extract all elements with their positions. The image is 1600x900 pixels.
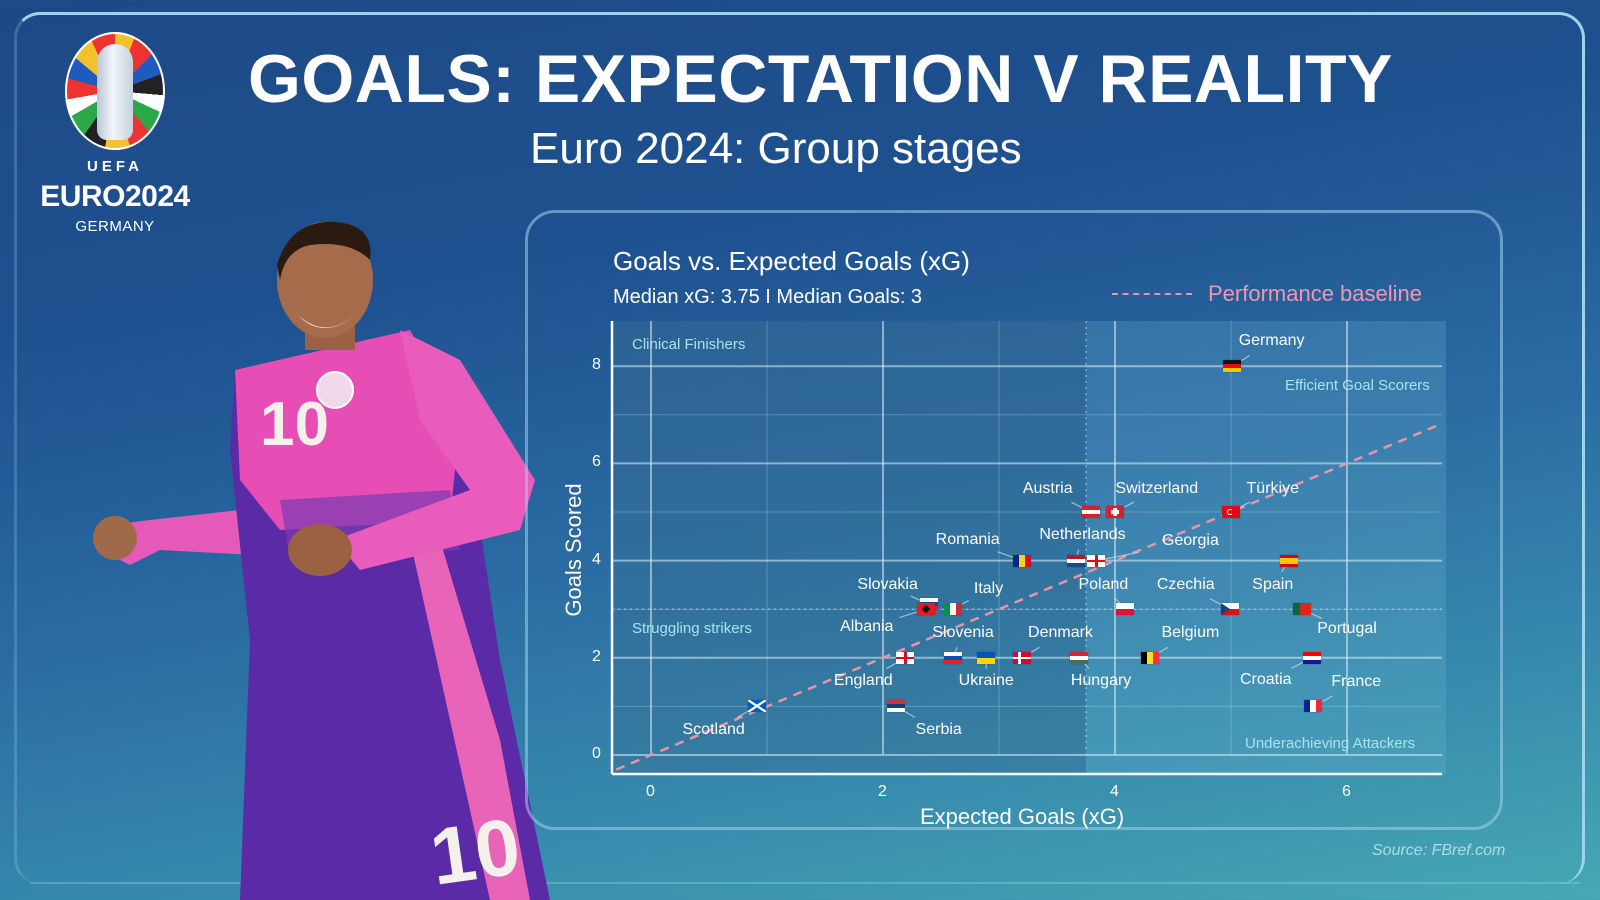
chart-title: Goals vs. Expected Goals (xG)	[613, 246, 970, 276]
quadrant-label-efficient-goal-scorers: Efficient Goal Scorers	[1285, 377, 1430, 394]
trophy-icon	[97, 44, 133, 140]
team-label: Albania	[840, 617, 894, 635]
flag-fr-icon[interactable]	[1304, 700, 1323, 713]
flag-pt-icon[interactable]	[1292, 603, 1311, 616]
flag-hu-icon[interactable]	[1070, 651, 1089, 664]
x-tick-label: 6	[1342, 783, 1351, 800]
team-label: Georgia	[1161, 532, 1219, 550]
y-tick-label: 8	[592, 356, 601, 374]
flag-it-icon[interactable]	[943, 603, 962, 616]
plot-svg	[610, 321, 1446, 776]
chart-subtitle: Median xG: 3.75 I Median Goals: 3	[613, 286, 923, 308]
y-axis-label: Goals Scored	[561, 483, 586, 617]
flag-en-icon[interactable]	[896, 651, 915, 664]
flag-tr-icon[interactable]	[1222, 506, 1240, 518]
svg-text:10: 10	[425, 801, 526, 900]
team-label: Serbia	[915, 720, 962, 738]
flag-dk-icon[interactable]	[1013, 651, 1032, 664]
flag-be-icon[interactable]	[1140, 651, 1159, 664]
page-title: GOALS: EXPECTATION V REALITY	[248, 41, 1393, 117]
team-label: Germany	[1238, 331, 1305, 349]
flag-ch-icon[interactable]	[1106, 506, 1124, 518]
team-label: Netherlands	[1039, 526, 1126, 544]
footballer-illustration-icon: 10 10	[93, 221, 550, 900]
team-label: France	[1331, 673, 1382, 691]
euro2024-logo: UEFA EURO2024 GERMANY	[30, 30, 200, 240]
y-tick-label: 0	[592, 745, 601, 762]
team-label: Austria	[1022, 480, 1073, 498]
quadrant-label-struggling-strikers: Struggling strikers	[632, 620, 753, 637]
team-label: Scotland	[682, 720, 745, 738]
chart-legend: Performance baseline	[1112, 281, 1422, 307]
team-label: Türkiye	[1246, 480, 1299, 498]
x-tick-label: 4	[1110, 783, 1119, 800]
x-tick-label: 0	[646, 783, 655, 800]
x-axis-label: Expected Goals (xG)	[920, 804, 1125, 829]
quadrant-label-underachieving-attackers: Underachieving Attackers	[1245, 735, 1416, 752]
team-label: Hungary	[1070, 672, 1132, 690]
quadrant-label-clinical-finishers: Clinical Finishers	[632, 336, 746, 353]
source-note: Source: FBref.com	[1372, 842, 1506, 859]
flag-cz-icon[interactable]	[1220, 603, 1239, 616]
flag-ua-icon[interactable]	[977, 651, 996, 664]
flag-ge-icon[interactable]	[1087, 554, 1106, 567]
flag-es-icon[interactable]	[1280, 554, 1298, 567]
y-tick-label: 2	[592, 647, 601, 665]
flag-nl-icon[interactable]	[1066, 554, 1085, 567]
flag-si-icon[interactable]	[943, 651, 962, 664]
flag-ro-icon[interactable]	[1013, 554, 1032, 567]
svg-text:10: 10	[260, 390, 329, 459]
flag-sco-icon[interactable]	[747, 700, 766, 713]
team-label: Ukraine	[958, 672, 1014, 690]
team-label: Italy	[973, 579, 1004, 597]
y-tick-label: 6	[592, 453, 601, 471]
page-subtitle: Euro 2024: Group stages	[530, 124, 1022, 173]
team-label: Slovakia	[857, 575, 918, 593]
player-photo: 10 10	[80, 220, 560, 900]
flag-rs-icon[interactable]	[886, 700, 905, 713]
team-label: England	[833, 672, 893, 690]
flag-de-icon[interactable]	[1223, 360, 1242, 373]
team-label: Belgium	[1161, 624, 1220, 642]
chart-panel	[525, 210, 1503, 830]
logo-country: GERMANY	[75, 218, 155, 235]
flag-pl-icon[interactable]	[1116, 603, 1135, 616]
team-label: Czechia	[1156, 575, 1215, 593]
logo-uefa-text: UEFA	[86, 158, 143, 175]
x-tick-label: 2	[878, 783, 887, 800]
team-label: Spain	[1252, 575, 1294, 593]
team-label: Switzerland	[1115, 480, 1199, 498]
flag-at-icon[interactable]	[1081, 506, 1100, 518]
outer-frame-bottom-edge	[30, 882, 1580, 884]
legend-label: Performance baseline	[1208, 281, 1423, 306]
team-label: Portugal	[1317, 620, 1377, 638]
team-label: Romania	[935, 531, 1000, 549]
y-tick-label: 4	[592, 550, 601, 568]
team-label: Denmark	[1028, 624, 1093, 642]
logo-wordmark: EURO2024	[40, 180, 190, 213]
dashed-line-icon	[1112, 293, 1192, 295]
flag-al-icon[interactable]	[916, 603, 935, 616]
team-label: Slovenia	[932, 624, 994, 642]
outer-frame	[14, 12, 1585, 884]
team-label: Croatia	[1240, 671, 1292, 689]
team-label: Poland	[1078, 575, 1129, 593]
flag-hr-icon[interactable]	[1303, 651, 1322, 664]
scatter-plot-area	[610, 321, 1446, 776]
